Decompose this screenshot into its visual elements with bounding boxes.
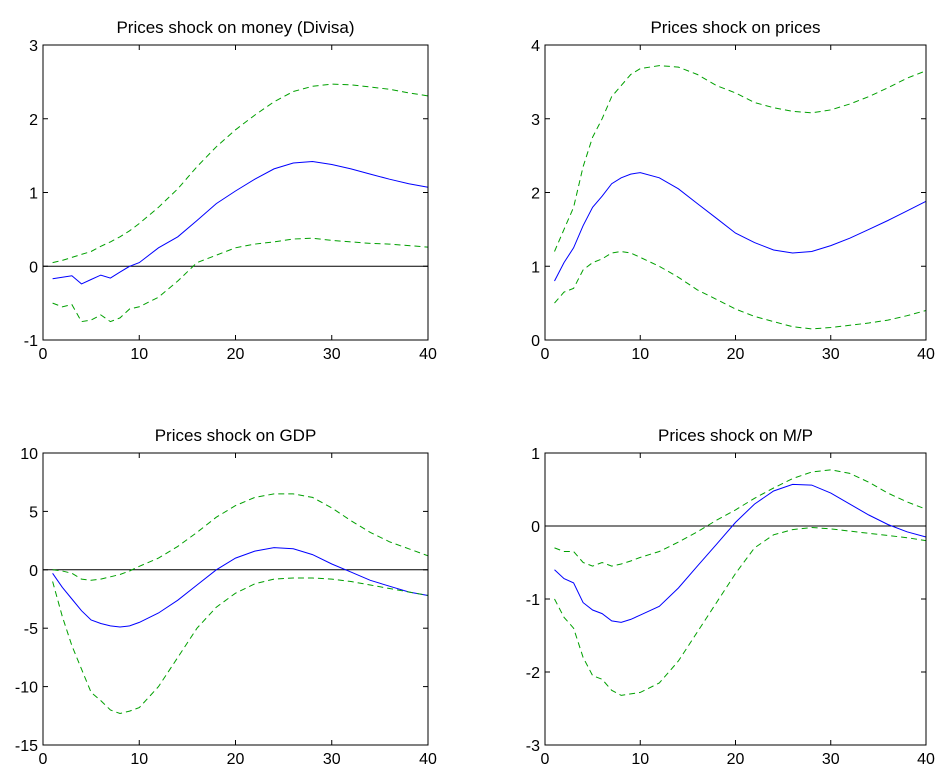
series-line-lower: [52, 577, 429, 715]
plot-frame: [42, 44, 429, 341]
series-line-lower: [554, 250, 927, 330]
x-tick-label: 30: [822, 346, 840, 363]
y-tick-label: 1: [29, 186, 38, 203]
y-tick-label: 0: [531, 519, 540, 536]
x-tick-label: 40: [419, 751, 437, 767]
series-line-upper: [554, 469, 927, 567]
x-tick-label: 0: [541, 346, 550, 363]
series-line-lower: [52, 237, 429, 323]
x-tick-label: 30: [323, 346, 341, 363]
series-line-upper: [554, 65, 927, 252]
x-tick-label: 10: [631, 346, 649, 363]
x-tick-label: 0: [39, 751, 48, 767]
chart-panel-1: Prices shock on money (Divisa)0 10 20 30 40-…: [24, 18, 437, 363]
y-tick-label: -1: [526, 592, 540, 609]
chart-panel-2: Prices shock on prices 0 10 20 30 40 0 1 2 3 4: [531, 18, 935, 363]
x-tick-label: 20: [727, 346, 745, 363]
y-tick-label: 10: [20, 446, 38, 463]
series-line-estimate: [554, 483, 927, 623]
chart-panel-3: Prices shock on GDP 0 10 20 30 40 -15 -10 -5 0 5 10: [15, 426, 437, 767]
y-tick-label: 5: [29, 504, 38, 521]
y-tick-label: 2: [29, 112, 38, 129]
x-tick-label: 30: [323, 751, 341, 767]
series-line-estimate: [554, 172, 927, 282]
series-line-upper: [52, 493, 429, 581]
y-tick-label: 1: [531, 259, 540, 276]
x-tick-label: 20: [227, 751, 245, 767]
chart-panel-4: Prices shock on M/P 0 10 20 30 40 -3 -2 -1 0 1: [526, 426, 935, 767]
x-tick-label: 40: [419, 346, 437, 363]
x-tick-label: 10: [631, 751, 649, 767]
series-line-estimate: [52, 160, 429, 285]
y-tick-label: 3: [531, 112, 540, 129]
y-tick-label: 4: [531, 38, 540, 55]
chart-title: Prices shock on prices: [650, 18, 820, 37]
chart-title: Prices shock on GDP: [155, 426, 317, 445]
chart-title: Prices shock on money (Divisa): [116, 18, 354, 37]
y-tick-label: 0: [29, 563, 38, 580]
y-tick-label: 3: [29, 38, 38, 55]
y-tick-label: -3: [526, 738, 540, 755]
y-tick-label: -5: [24, 621, 38, 638]
y-tick-label: -15: [15, 738, 38, 755]
y-tick-label: -10: [15, 680, 38, 697]
x-tick-label: 40: [917, 346, 935, 363]
x-tick-label: 30: [822, 751, 840, 767]
y-tick-label: 0: [29, 259, 38, 276]
plot-frame: [544, 452, 927, 746]
y-tick-label: 0: [531, 333, 540, 350]
y-tick-label: 2: [531, 186, 540, 203]
x-tick-label: 0: [39, 346, 48, 363]
y-tick-label: 1: [531, 446, 540, 463]
x-tick-label: 10: [130, 751, 148, 767]
x-tick-label: 20: [227, 346, 245, 363]
x-tick-label: 20: [727, 751, 745, 767]
y-tick-label: -1: [24, 333, 38, 350]
x-tick-label: 0: [541, 751, 550, 767]
series-line-upper: [52, 83, 429, 264]
chart-title: Prices shock on M/P: [658, 426, 813, 445]
x-tick-label: 40: [917, 751, 935, 767]
y-tick-label: -2: [526, 665, 540, 682]
series-line-lower: [554, 526, 927, 696]
x-tick-label: 10: [130, 346, 148, 363]
series-line-estimate: [52, 547, 429, 628]
plot-frame: [544, 44, 927, 341]
